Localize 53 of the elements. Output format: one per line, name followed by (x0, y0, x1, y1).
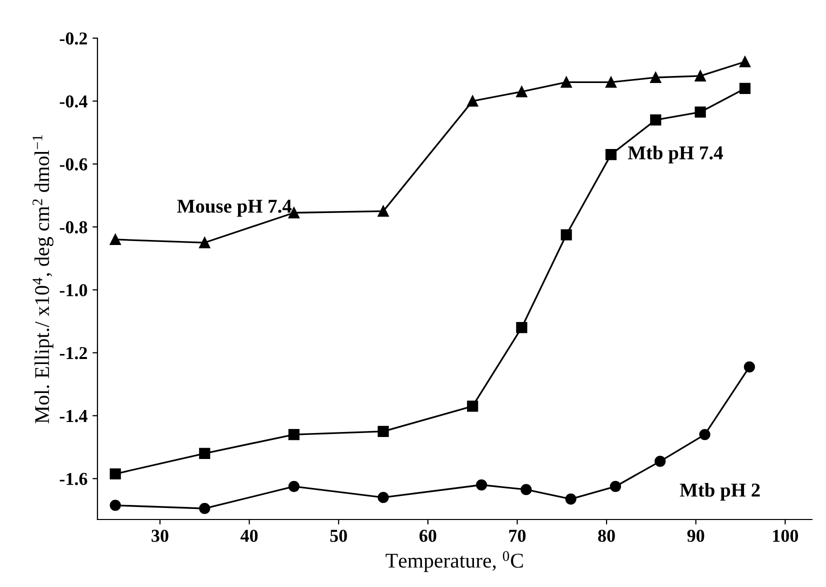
point (378, 206, 389, 217)
x-axis-title: Temperature, $^{0}$C (386, 551, 523, 572)
series-label: Mtb pH 2 (680, 483, 760, 501)
x-tick-label: 60 (420, 530, 436, 542)
y-tick-label: -1.2 (60, 347, 87, 360)
point (110, 468, 121, 480)
point (565, 493, 576, 505)
point (654, 456, 666, 467)
y-tick-label: -1.4 (60, 410, 88, 422)
x-tick-label: 70 (509, 530, 526, 542)
point (605, 149, 617, 160)
point (378, 492, 389, 504)
point (694, 106, 706, 118)
y-tick-label: -0.8 (60, 221, 88, 234)
point (699, 428, 710, 440)
x-tick-label: 40 (240, 530, 258, 542)
point (288, 428, 300, 440)
y-axis-title: Mol. Ellipt./ x10$^{4}$, deg cm$^{2}$ dmol$^{−1}$ (32, 135, 54, 424)
point (739, 56, 751, 68)
point (560, 76, 572, 88)
point (650, 72, 662, 84)
point (476, 479, 488, 490)
point (110, 500, 121, 511)
y-tick-label: -1.6 (60, 472, 88, 486)
y-tick-label: -1.0 (60, 284, 88, 296)
point (560, 229, 572, 240)
point (605, 76, 617, 88)
series-label: Mtb pH 7.4 (628, 146, 723, 164)
point (467, 400, 478, 412)
point (199, 237, 210, 248)
point (694, 70, 706, 82)
y-tick-label: -0.2 (60, 32, 87, 45)
point (744, 361, 755, 372)
point (516, 322, 528, 334)
x-tick-label: 90 (687, 530, 704, 542)
series-label: Mouse pH 7.4 (177, 200, 292, 217)
point (467, 96, 478, 107)
point (650, 114, 662, 126)
y-tick-label: -0.4 (60, 95, 88, 108)
x-tick-label: 50 (330, 530, 347, 542)
point (199, 448, 210, 459)
point (610, 480, 622, 492)
x-tick-label: 100 (773, 530, 798, 542)
point (199, 502, 210, 514)
point (288, 480, 300, 492)
point (516, 86, 528, 98)
x-tick-label: 30 (152, 530, 168, 542)
point (520, 484, 532, 496)
y-tick-label: -0.6 (60, 158, 88, 171)
point (110, 234, 121, 246)
point (739, 82, 751, 94)
point (378, 426, 389, 437)
x-tick-label: 80 (598, 530, 615, 542)
